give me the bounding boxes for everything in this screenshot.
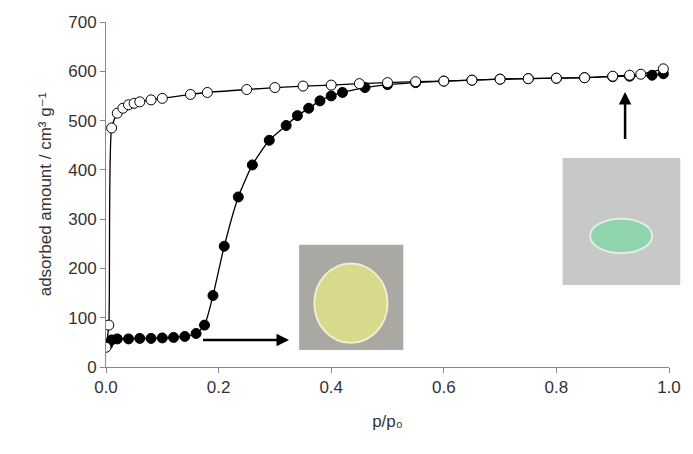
svg-text:600: 600 — [68, 62, 96, 81]
svg-text:0.0: 0.0 — [94, 378, 118, 397]
svg-text:200: 200 — [68, 259, 96, 278]
svg-text:0: 0 — [87, 358, 96, 377]
svg-text:0.4: 0.4 — [319, 378, 343, 397]
svg-text:adsorbed amount / cm³ g⁻¹: adsorbed amount / cm³ g⁻¹ — [36, 92, 55, 296]
svg-text:500: 500 — [68, 112, 96, 131]
svg-text:300: 300 — [68, 210, 96, 229]
svg-text:0.6: 0.6 — [432, 378, 456, 397]
svg-text:700: 700 — [68, 13, 96, 32]
svg-text:p/p₀: p/p₀ — [372, 412, 403, 431]
svg-text:400: 400 — [68, 161, 96, 180]
svg-text:1.0: 1.0 — [657, 378, 681, 397]
svg-text:0.2: 0.2 — [207, 378, 231, 397]
svg-text:100: 100 — [68, 309, 96, 328]
svg-text:0.8: 0.8 — [545, 378, 569, 397]
